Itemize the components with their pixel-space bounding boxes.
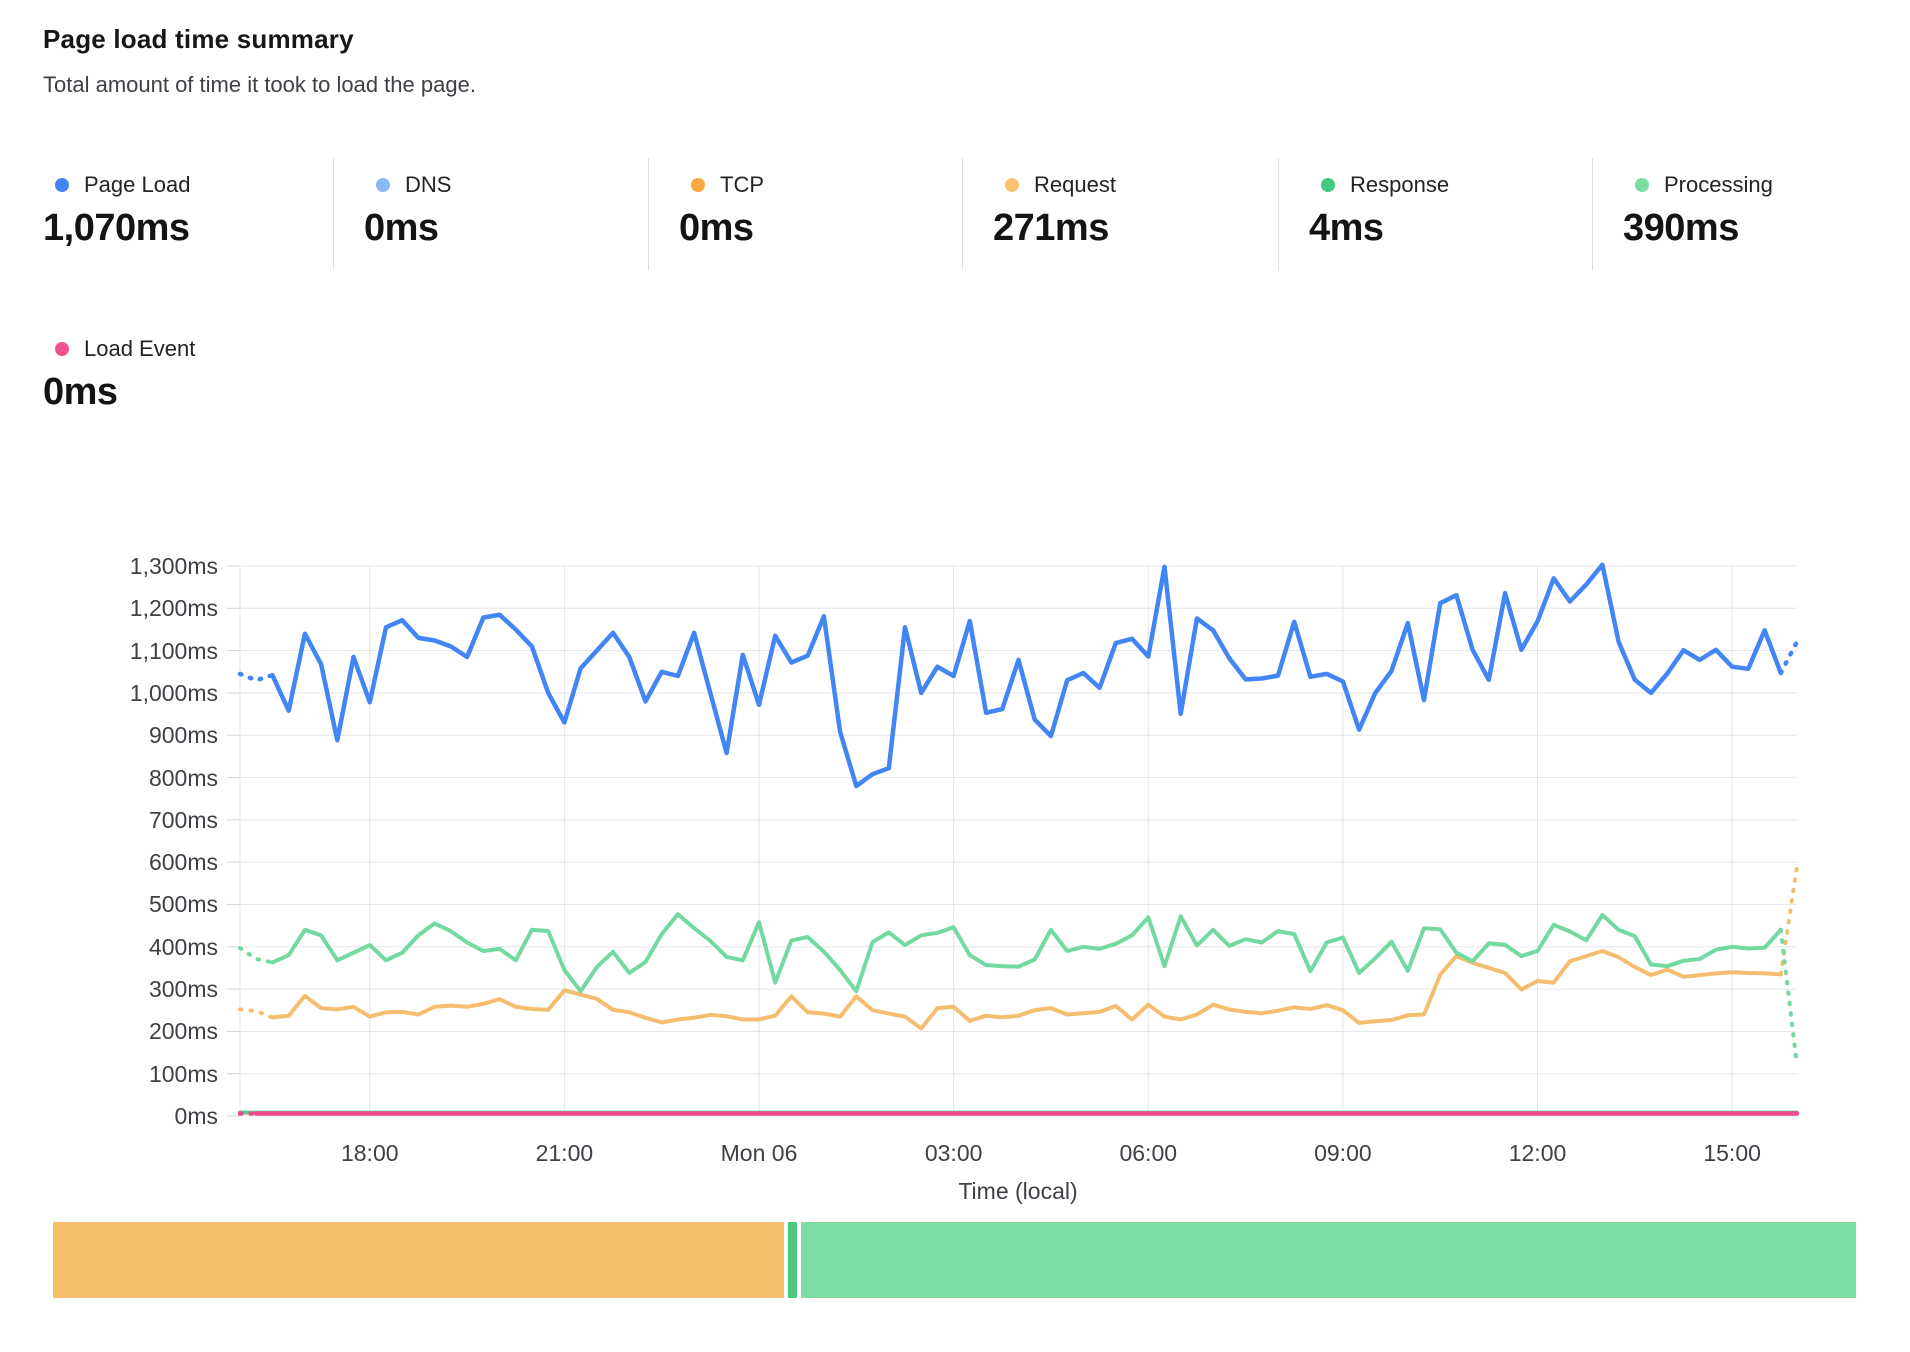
chart-canvas (227, 562, 1800, 1117)
tcp-legend-dot-icon (691, 178, 705, 192)
page-load-line (270, 562, 1784, 789)
metric-dns-label: DNS (405, 172, 452, 197)
metric-processing-value: 390ms (1623, 207, 1739, 249)
x-tick-label-21-00: 21:00 (535, 1140, 594, 1166)
metric-response[interactable]: Response 4ms (1278, 158, 1592, 270)
x-axis-title: Time (local) (958, 1178, 1078, 1204)
page-load-legend-dot-icon (55, 178, 69, 192)
y-tick-label-600: 600ms (148, 849, 218, 876)
processing-legend-dot-icon (1635, 178, 1649, 192)
x-tick-label-06-00: 06:00 (1119, 1140, 1178, 1166)
metric-request-value: 271ms (993, 207, 1109, 249)
metric-response-header: Response (1321, 172, 1592, 198)
metric-page-load-label: Page Load (84, 172, 191, 197)
processing-line-dash-tail (1778, 927, 1799, 1068)
metric-load-event-label: Load Event (84, 336, 196, 361)
y-tick-label-800: 800ms (148, 764, 218, 791)
request-line (270, 949, 1783, 1031)
request-legend-dot-icon (1005, 178, 1019, 192)
metric-request[interactable]: Request 271ms (962, 158, 1278, 270)
metric-dns-value: 0ms (364, 207, 439, 249)
bar-gap (784, 1222, 789, 1298)
metric-tcp-value: 0ms (679, 207, 754, 249)
timeline-segment-degraded[interactable] (53, 1222, 785, 1298)
load-event-legend-dot-icon (55, 342, 69, 356)
dns-legend-dot-icon (376, 178, 390, 192)
x-tick-label-mon-06: Mon 06 (720, 1140, 798, 1166)
metric-processing[interactable]: Processing 390ms (1592, 158, 1892, 270)
metric-processing-header: Processing (1635, 172, 1892, 198)
status-timeline-bar[interactable] (53, 1222, 1856, 1298)
metrics-legend-row: Page Load 1,070ms DNS 0ms TCP 0ms Request 271ms… (43, 158, 1892, 270)
x-tick-label-03-00: 03:00 (924, 1140, 983, 1166)
timeline-segment-healthy[interactable] (801, 1222, 1856, 1298)
y-tick-label-1300: 1,300ms (129, 553, 218, 579)
processing-line (270, 912, 1783, 994)
x-tick-label-09-00: 09:00 (1314, 1140, 1372, 1166)
metric-request-header: Request (1005, 172, 1278, 198)
metric-dns-header: DNS (376, 172, 648, 198)
metric-response-label: Response (1350, 172, 1450, 197)
page-load-line-dash-head (237, 671, 275, 683)
page-load-line-dash-tail (1778, 639, 1800, 676)
y-tick-label-100: 100ms (148, 1060, 218, 1087)
processing-line-dash-head (238, 946, 275, 965)
request-line-dash-tail (1778, 864, 1799, 977)
y-tick-label-1200: 1,200ms (129, 595, 218, 622)
metric-tcp-header: TCP (691, 172, 962, 198)
y-tick-label-700: 700ms (148, 806, 218, 833)
metric-page-load-value: 1,070ms (43, 207, 190, 249)
y-tick-label-300: 300ms (148, 976, 218, 1003)
y-tick-label-400: 400ms (148, 933, 218, 960)
metric-request-label: Request (1034, 172, 1116, 197)
y-tick-label-1000: 1,000ms (129, 679, 218, 706)
x-tick-label-15-00: 15:00 (1703, 1140, 1761, 1166)
x-tick-label-18-00: 18:00 (340, 1140, 399, 1166)
bar-gap (797, 1222, 802, 1298)
page-subtitle: Total amount of time it took to load the… (43, 72, 476, 97)
y-tick-label-1100: 1,100ms (129, 637, 218, 664)
response-legend-dot-icon (1321, 178, 1335, 192)
metrics-legend-row-2: Load Event 0ms (43, 322, 333, 434)
timeline-segment-sliver[interactable] (788, 1222, 798, 1298)
metric-load-event-value: 0ms (43, 371, 118, 413)
metric-processing-label: Processing (1664, 172, 1773, 197)
metric-load-event-header: Load Event (55, 336, 333, 362)
metric-dns[interactable]: DNS 0ms (333, 158, 648, 270)
request-line-dash-head (238, 1007, 275, 1020)
y-tick-label-900: 900ms (148, 722, 218, 749)
metric-tcp-label: TCP (720, 172, 764, 197)
metric-response-value: 4ms (1309, 207, 1384, 249)
metric-page-load[interactable]: Page Load 1,070ms (43, 158, 333, 270)
page-title: Page load time summary (43, 24, 354, 54)
load-time-line-chart[interactable]: 0ms 100ms 200ms 300ms 400ms 500ms 600ms 700ms 80… (0, 430, 1910, 1220)
metric-tcp[interactable]: TCP 0ms (648, 158, 962, 270)
y-tick-label-0: 0ms (174, 1103, 218, 1129)
metric-page-load-header: Page Load (55, 172, 333, 198)
metric-load-event[interactable]: Load Event 0ms (43, 322, 333, 434)
y-tick-label-200: 200ms (148, 1018, 218, 1045)
x-tick-label-12-00: 12:00 (1508, 1140, 1567, 1166)
y-tick-label-500: 500ms (148, 891, 218, 918)
